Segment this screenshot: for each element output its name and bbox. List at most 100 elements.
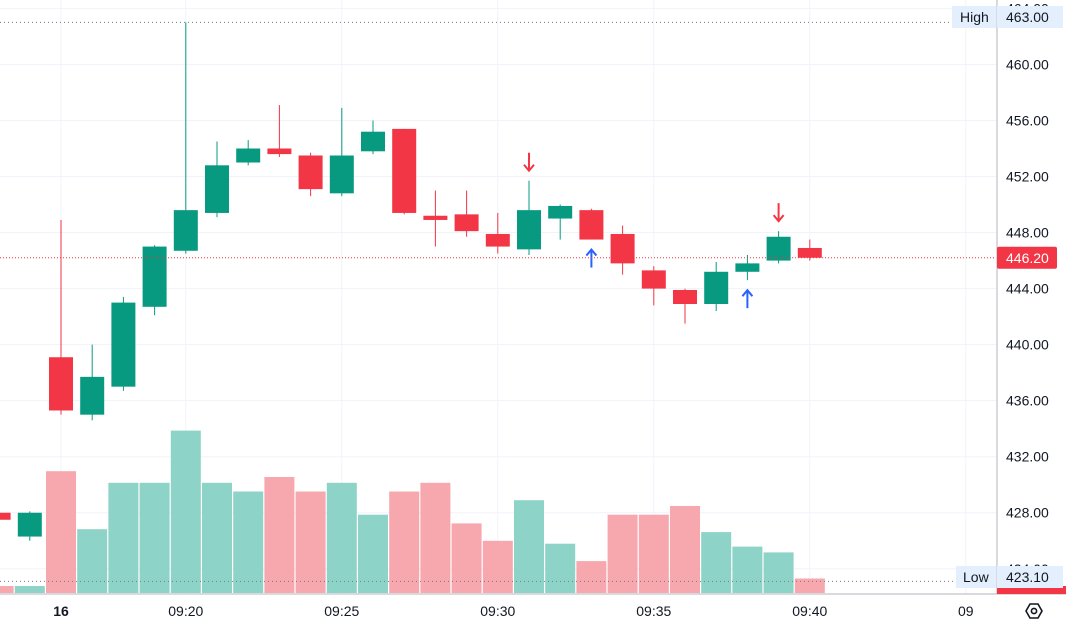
signal-arrows	[523, 152, 785, 309]
time-tick-label: 16	[53, 603, 69, 619]
volume-bar	[763, 552, 794, 593]
candle	[641, 266, 666, 306]
candle	[298, 152, 323, 197]
candle-body	[392, 128, 417, 213]
candle-body	[205, 165, 229, 213]
arrow-head	[772, 214, 785, 223]
high-label: High	[960, 9, 989, 25]
down-arrow-icon	[523, 152, 535, 173]
last-price-marker: 446.20	[997, 246, 1057, 269]
candle-body	[423, 215, 448, 220]
candle	[517, 180, 541, 255]
last-price-background	[997, 246, 1057, 269]
last-price-axis-flag	[997, 586, 1066, 594]
price-tick-label: 440.00	[1006, 337, 1049, 353]
candle	[485, 212, 510, 254]
candle-body	[579, 210, 604, 240]
price-tick-label: 460.00	[1006, 56, 1049, 72]
volume-bars	[0, 430, 825, 593]
volume-bar	[545, 543, 576, 593]
candle	[610, 225, 635, 275]
up-arrow-icon	[585, 247, 598, 268]
volume-bar	[233, 491, 264, 593]
volume-bar	[451, 523, 482, 593]
candle	[797, 239, 822, 261]
candle-body	[673, 289, 697, 305]
candle-body	[111, 302, 136, 387]
candle-body	[704, 271, 729, 305]
candle	[673, 288, 697, 324]
candle	[173, 22, 198, 254]
low-label-background	[956, 566, 996, 588]
volume-bar	[170, 430, 201, 593]
candle-body	[454, 214, 479, 232]
volume-bar	[46, 471, 76, 593]
candle	[329, 107, 354, 197]
low-value-background	[997, 566, 1063, 588]
volume-bar	[295, 491, 326, 593]
volume-bar	[638, 514, 669, 593]
time-tick-label: 09:25	[324, 603, 359, 619]
volume-bar	[389, 491, 420, 593]
candle-body	[485, 233, 510, 247]
candle	[267, 105, 292, 157]
volume-bar	[607, 514, 638, 593]
high-value-background	[997, 6, 1063, 28]
volume-bar	[14, 586, 45, 593]
candle	[80, 344, 105, 421]
candle	[766, 231, 791, 264]
down-arrow-icon	[772, 203, 785, 223]
price-axis-background	[997, 0, 1066, 594]
candle	[579, 208, 604, 240]
gear-icon[interactable]	[1025, 603, 1043, 619]
candle	[735, 254, 760, 281]
arrow-head	[585, 247, 598, 257]
price-candles	[0, 22, 822, 541]
volume-bar	[514, 500, 544, 593]
candle	[423, 190, 448, 247]
last-price-value: 446.20	[1006, 250, 1049, 266]
volume-bar	[264, 477, 295, 593]
candle-body	[142, 246, 167, 307]
candle-body	[361, 131, 385, 152]
price-tick-label: 432.00	[1006, 449, 1049, 465]
time-tick-label: 09:30	[480, 603, 515, 619]
candle-body	[517, 210, 541, 250]
low-value: 423.10	[1006, 569, 1049, 585]
candle	[142, 245, 167, 316]
time-tick-label: 09	[958, 603, 974, 619]
arrow-head	[741, 288, 754, 297]
candle	[49, 219, 73, 415]
high-label-background	[952, 6, 996, 28]
volume-bar	[420, 482, 451, 593]
volume-bar	[732, 546, 763, 593]
volume-bar	[139, 482, 170, 593]
candle	[17, 511, 42, 541]
price-axis[interactable]: 464.00460.00456.00452.00448.00444.00440.…	[996, 0, 1066, 594]
arrow-head	[523, 164, 535, 173]
price-tick-label: 456.00	[1006, 112, 1049, 128]
low-price-marker: Low 423.10	[956, 566, 1063, 588]
price-tick-label: 436.00	[1006, 393, 1049, 409]
volume-bar	[202, 482, 232, 593]
price-tick-label: 428.00	[1006, 505, 1049, 521]
time-axis[interactable]: 16 09:20 09:25 09:30 09:35 09:40 09	[0, 586, 1066, 623]
volume-bar	[482, 540, 513, 593]
high-price-marker: High 463.00	[952, 6, 1063, 28]
high-value: 463.00	[1006, 9, 1049, 25]
candle-body	[0, 512, 11, 520]
candle	[111, 297, 136, 391]
time-tick-label: 09:35	[636, 603, 671, 619]
candle-body	[298, 155, 323, 190]
volume-bar	[77, 529, 108, 593]
candle	[392, 128, 417, 215]
candle	[454, 190, 479, 237]
candle-body	[548, 205, 573, 219]
volume-bar	[670, 506, 700, 593]
volume-bar	[358, 514, 388, 593]
time-axis-background	[0, 594, 1066, 623]
price-lines	[0, 21, 996, 582]
time-tick-label: 09:40	[792, 603, 827, 619]
candle-body	[80, 376, 105, 415]
